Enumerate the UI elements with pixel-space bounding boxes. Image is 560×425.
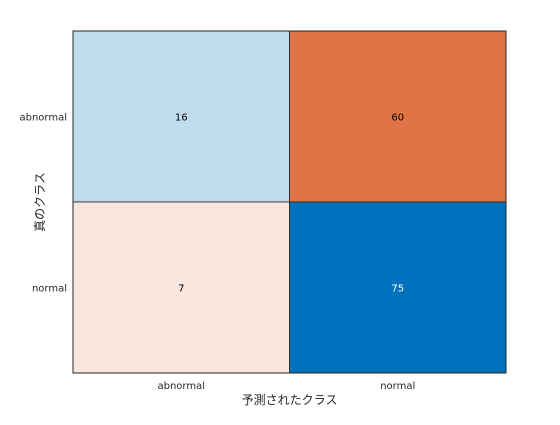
cell-value-normal-normal: 75	[391, 284, 404, 295]
cell-normal-normal	[289, 201, 507, 374]
cell-value-normal-abnormal: 7	[178, 284, 184, 295]
cells-group	[72, 30, 507, 374]
cell-abnormal-abnormal	[72, 30, 290, 203]
cell-value-abnormal-normal: 60	[391, 113, 404, 124]
y-tick-labels: abnormal normal	[19, 113, 67, 295]
y-tick-normal: normal	[32, 284, 67, 295]
x-axis-label: 予測されたクラス	[242, 393, 338, 407]
cell-abnormal-normal	[289, 30, 507, 203]
cell-labels-group: 16 60 7 75	[175, 113, 404, 295]
y-axis-label: 真のクラス	[33, 172, 47, 232]
plot-border	[72, 30, 507, 374]
x-tick-abnormal: abnormal	[157, 381, 205, 392]
x-tick-labels: abnormal normal	[157, 381, 415, 392]
x-tick-normal: normal	[380, 381, 415, 392]
cell-normal-abnormal	[72, 201, 290, 374]
y-tick-abnormal: abnormal	[19, 113, 67, 124]
cell-value-abnormal-abnormal: 16	[175, 113, 188, 124]
